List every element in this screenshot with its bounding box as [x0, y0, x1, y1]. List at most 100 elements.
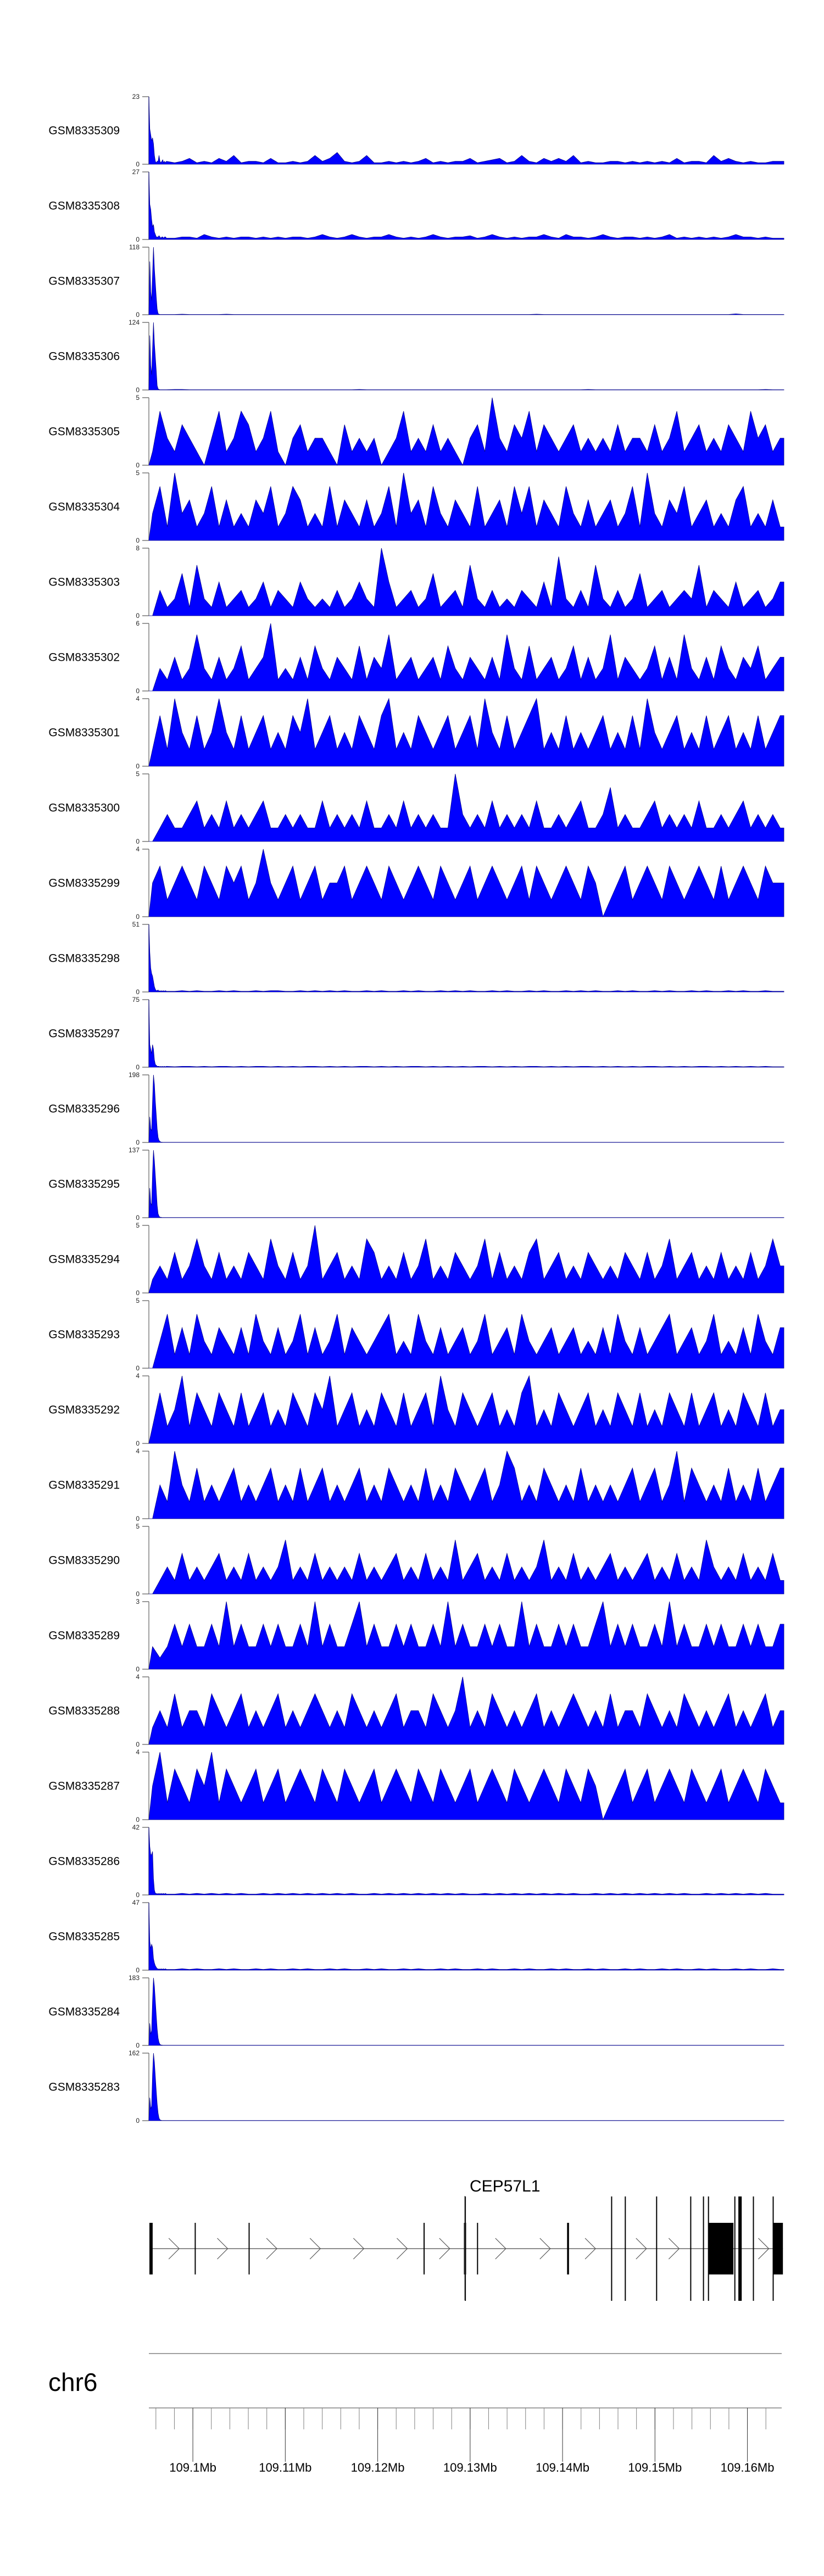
y-tick-label-zero: 0	[136, 988, 140, 996]
exon-cds	[690, 2196, 692, 2301]
data-track: GSM8335306 124 0	[48, 319, 784, 394]
y-tick-label-zero: 0	[136, 160, 140, 168]
signal-area-GSM8335289	[148, 1601, 784, 1670]
track-label: GSM8335301	[48, 727, 120, 739]
gene-label: CEP57L1	[470, 2177, 540, 2195]
data-track: GSM8335289 3 0	[48, 1598, 784, 1673]
data-track: GSM8335307 118 0	[48, 243, 784, 319]
y-tick-label-max: 183	[129, 1974, 140, 1982]
data-track: GSM8335292 4 0	[48, 1372, 784, 1447]
data-track: GSM8335296 198 0	[48, 1071, 784, 1146]
signal-area-GSM8335283	[148, 2053, 784, 2121]
y-tick-label-zero: 0	[136, 1590, 140, 1598]
axis-tick-label: 109.1Mb	[169, 2461, 216, 2474]
y-tick-label-zero: 0	[136, 1665, 140, 1673]
signal-area-GSM8335307	[148, 247, 784, 315]
y-tick-label-max: 23	[132, 93, 140, 101]
signal-area-GSM8335292	[148, 1375, 784, 1444]
track-label: GSM8335304	[48, 501, 120, 514]
data-track: GSM8335309 23 0	[48, 93, 784, 168]
track-label: GSM8335288	[48, 1705, 120, 1718]
data-track: GSM8335286 42 0	[48, 1824, 784, 1899]
signal-area-GSM8335287	[148, 1752, 784, 1821]
data-track: GSM8335297 75 0	[48, 996, 784, 1071]
y-tick-label-max: 47	[132, 1899, 140, 1906]
track-label: GSM8335284	[48, 2006, 120, 2019]
y-tick-label-zero: 0	[136, 913, 140, 921]
y-tick-label-max: 4	[136, 845, 140, 853]
data-track: GSM8335291 4 0	[48, 1447, 784, 1523]
signal-area-GSM8335308	[148, 171, 784, 240]
y-tick-label-zero: 0	[136, 1741, 140, 1748]
signal-area-GSM8335300	[149, 773, 784, 842]
strand-chevron-icon	[168, 2238, 180, 2260]
strand-chevron-icon	[266, 2238, 277, 2260]
strand-chevron-icon	[309, 2238, 321, 2260]
exon-cds	[611, 2196, 613, 2301]
y-tick-label-max: 6	[136, 620, 140, 627]
y-tick-label-zero: 0	[136, 386, 140, 394]
signal-area-GSM8335298	[148, 924, 784, 993]
strand-chevron-icon	[439, 2238, 450, 2260]
y-tick-label-max: 5	[136, 1222, 140, 1229]
signal-area-GSM8335309	[148, 96, 784, 165]
exon-utr	[772, 2223, 783, 2274]
y-tick-label-zero: 0	[136, 1364, 140, 1372]
track-label: GSM8335308	[48, 200, 120, 213]
y-tick-label-zero: 0	[136, 762, 140, 770]
data-track: GSM8335293 5 0	[48, 1297, 784, 1372]
y-tick-label-zero: 0	[136, 1289, 140, 1297]
y-tick-label-zero: 0	[136, 2117, 140, 2125]
y-tick-label-max: 75	[132, 996, 140, 1003]
y-tick-label-zero: 0	[136, 236, 140, 243]
y-tick-label-zero: 0	[136, 687, 140, 695]
axis-tick-label: 109.16Mb	[721, 2461, 775, 2474]
track-label: GSM8335300	[48, 802, 120, 815]
axis-tick-label: 109.12Mb	[351, 2461, 405, 2474]
y-tick-label-max: 5	[136, 469, 140, 477]
y-tick-label-max: 4	[136, 1372, 140, 1380]
y-tick-label-max: 3	[136, 1598, 140, 1605]
y-tick-label-zero: 0	[136, 1816, 140, 1824]
signal-area-GSM8335299	[148, 849, 784, 918]
strand-chevron-icon	[353, 2238, 365, 2260]
track-label: GSM8335307	[48, 275, 120, 288]
track-label: GSM8335293	[48, 1329, 120, 1341]
exon-utr	[708, 2223, 734, 2274]
exon-utr	[567, 2223, 569, 2274]
data-track: GSM8335305 5 0	[48, 394, 784, 469]
signal-area-GSM8335294	[148, 1225, 784, 1293]
strand-chevron-icon	[668, 2238, 680, 2260]
exon-cds	[465, 2196, 466, 2301]
y-tick-label-max: 5	[136, 770, 140, 778]
signal-area-GSM8335305	[148, 397, 784, 466]
y-tick-label-zero: 0	[136, 1214, 140, 1222]
signal-area-GSM8335296	[148, 1074, 784, 1143]
y-tick-label-zero: 0	[136, 1966, 140, 1974]
track-label: GSM8335303	[48, 576, 120, 589]
exon-utr	[424, 2223, 425, 2274]
strand-chevron-icon	[584, 2238, 596, 2260]
signal-area-GSM8335301	[148, 698, 784, 767]
y-tick-label-max: 42	[132, 1824, 140, 1831]
track-label: GSM8335287	[48, 1780, 120, 1793]
exon-cds	[734, 2196, 736, 2301]
data-track: GSM8335285 47 0	[48, 1899, 784, 1974]
track-label: GSM8335309	[48, 125, 120, 137]
exon-cds	[753, 2196, 754, 2301]
exon-cds	[738, 2196, 742, 2301]
exon-utr	[248, 2223, 250, 2274]
y-tick-label-zero: 0	[136, 1440, 140, 1447]
signal-area-GSM8335302	[149, 623, 784, 692]
track-label: GSM8335292	[48, 1404, 120, 1417]
signal-area-GSM8335304	[148, 472, 784, 541]
y-tick-label-zero: 0	[136, 461, 140, 469]
data-track: GSM8335295 137 0	[48, 1146, 784, 1222]
track-label: GSM8335297	[48, 1028, 120, 1040]
y-tick-label-max: 5	[136, 1523, 140, 1530]
y-tick-label-zero: 0	[136, 838, 140, 845]
data-track: GSM8335301 4 0	[48, 695, 784, 770]
axis-tick-label: 109.15Mb	[628, 2461, 682, 2474]
y-tick-label-zero: 0	[136, 1063, 140, 1071]
